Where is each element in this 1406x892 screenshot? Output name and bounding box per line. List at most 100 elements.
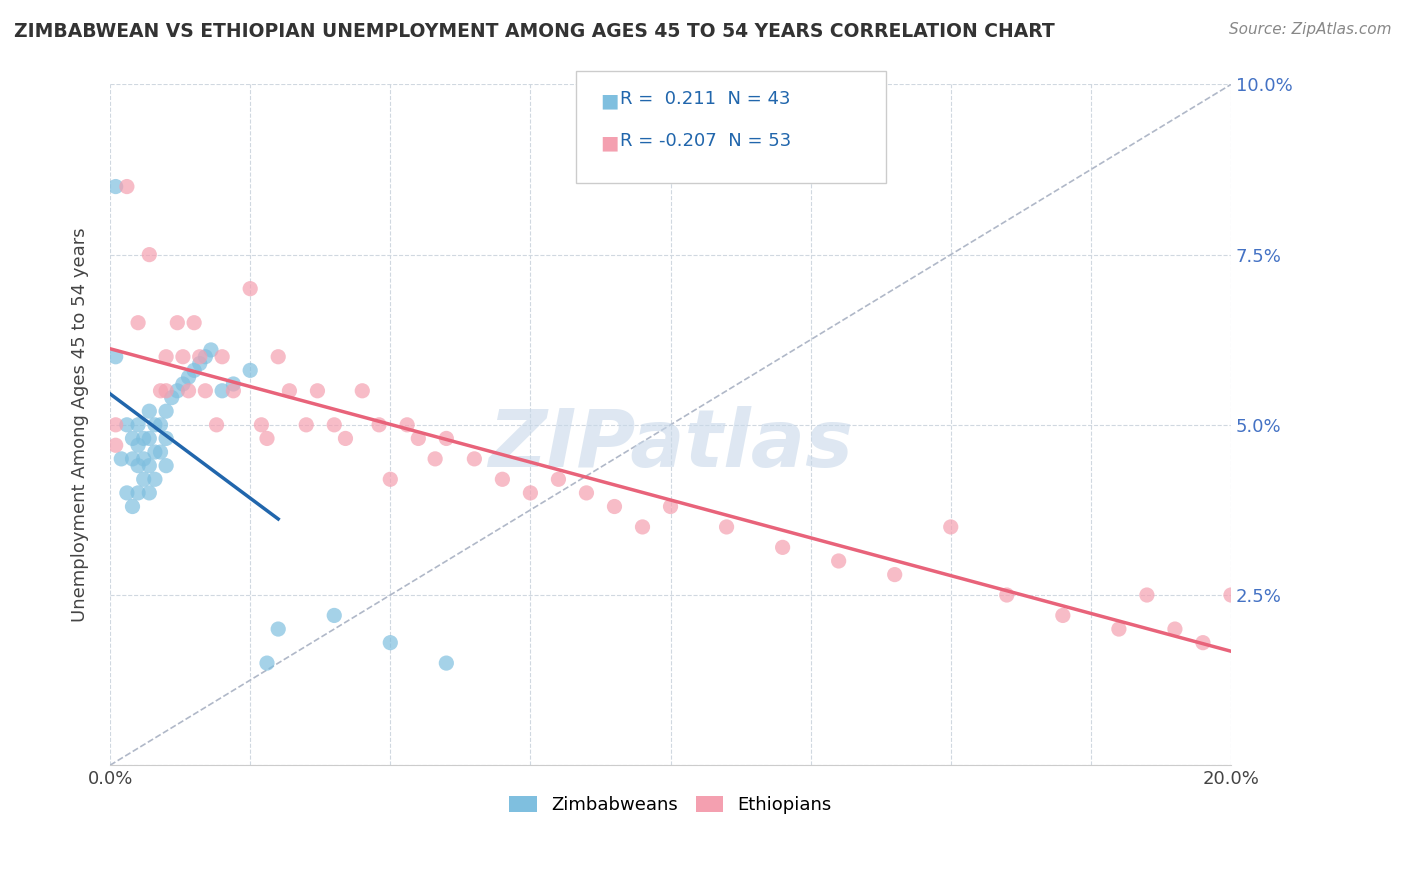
Point <box>155 432 177 446</box>
Point <box>256 656 278 670</box>
Point <box>423 451 446 466</box>
Point <box>434 432 457 446</box>
Point <box>115 179 138 194</box>
Point <box>138 432 160 446</box>
Point <box>995 588 1018 602</box>
Point <box>883 567 905 582</box>
Point <box>211 350 233 364</box>
Point <box>127 316 149 330</box>
Point <box>256 432 278 446</box>
Text: ■: ■ <box>600 92 619 111</box>
Point <box>127 417 149 432</box>
Point <box>368 417 391 432</box>
Point <box>200 343 222 357</box>
Point <box>132 451 155 466</box>
Point <box>211 384 233 398</box>
Point <box>547 472 569 486</box>
Y-axis label: Unemployment Among Ages 45 to 54 years: Unemployment Among Ages 45 to 54 years <box>72 227 89 622</box>
Point <box>491 472 513 486</box>
Point <box>380 635 402 649</box>
Point <box>177 370 200 384</box>
Point <box>127 458 149 473</box>
Point <box>716 520 738 534</box>
Point <box>155 458 177 473</box>
Point <box>138 458 160 473</box>
Point <box>172 376 194 391</box>
Point <box>183 316 205 330</box>
Point <box>434 656 457 670</box>
Text: ■: ■ <box>600 134 619 153</box>
Point <box>1220 588 1243 602</box>
Point <box>352 384 374 398</box>
Point <box>188 357 211 371</box>
Point <box>143 445 166 459</box>
Point <box>250 417 273 432</box>
Text: R =  0.211  N = 43: R = 0.211 N = 43 <box>620 90 790 108</box>
Point <box>323 608 346 623</box>
Point <box>239 282 262 296</box>
Legend: Zimbabweans, Ethiopians: Zimbabweans, Ethiopians <box>509 796 831 814</box>
Point <box>239 363 262 377</box>
Point <box>115 486 138 500</box>
Point <box>295 417 318 432</box>
Point <box>143 417 166 432</box>
Point <box>1164 622 1187 636</box>
Point <box>396 417 419 432</box>
Point <box>1108 622 1130 636</box>
Point <box>267 622 290 636</box>
Point <box>132 472 155 486</box>
Point <box>104 350 127 364</box>
Point <box>772 541 794 555</box>
Point <box>121 451 143 466</box>
Point <box>166 384 188 398</box>
Point <box>155 350 177 364</box>
Point <box>408 432 430 446</box>
Point <box>463 451 485 466</box>
Point <box>278 384 301 398</box>
Point <box>323 417 346 432</box>
Point <box>172 350 194 364</box>
Point <box>575 486 598 500</box>
Point <box>827 554 849 568</box>
Point <box>603 500 626 514</box>
Point <box>115 417 138 432</box>
Point <box>166 316 188 330</box>
Point <box>127 486 149 500</box>
Point <box>104 179 127 194</box>
Point <box>222 376 245 391</box>
Point <box>160 391 183 405</box>
Point <box>138 247 160 261</box>
Text: ZIMBABWEAN VS ETHIOPIAN UNEMPLOYMENT AMONG AGES 45 TO 54 YEARS CORRELATION CHART: ZIMBABWEAN VS ETHIOPIAN UNEMPLOYMENT AMO… <box>14 22 1054 41</box>
Point <box>1136 588 1159 602</box>
Point <box>222 384 245 398</box>
Point <box>939 520 962 534</box>
Text: ZIPatlas: ZIPatlas <box>488 406 853 484</box>
Point <box>188 350 211 364</box>
Point <box>177 384 200 398</box>
Point <box>121 500 143 514</box>
Point <box>183 363 205 377</box>
Point <box>121 432 143 446</box>
Point <box>1192 635 1215 649</box>
Point <box>380 472 402 486</box>
Point <box>138 404 160 418</box>
Point <box>149 417 172 432</box>
Point <box>267 350 290 364</box>
Point <box>194 350 217 364</box>
Point <box>143 472 166 486</box>
Point <box>307 384 329 398</box>
Point <box>335 432 357 446</box>
Point <box>149 445 172 459</box>
Point <box>110 451 132 466</box>
Point <box>104 438 127 452</box>
Point <box>1052 608 1074 623</box>
Point <box>138 486 160 500</box>
Point <box>659 500 682 514</box>
Point <box>127 438 149 452</box>
Point <box>194 384 217 398</box>
Point <box>519 486 541 500</box>
Point <box>149 384 172 398</box>
Point <box>155 404 177 418</box>
Point <box>631 520 654 534</box>
Point <box>132 432 155 446</box>
